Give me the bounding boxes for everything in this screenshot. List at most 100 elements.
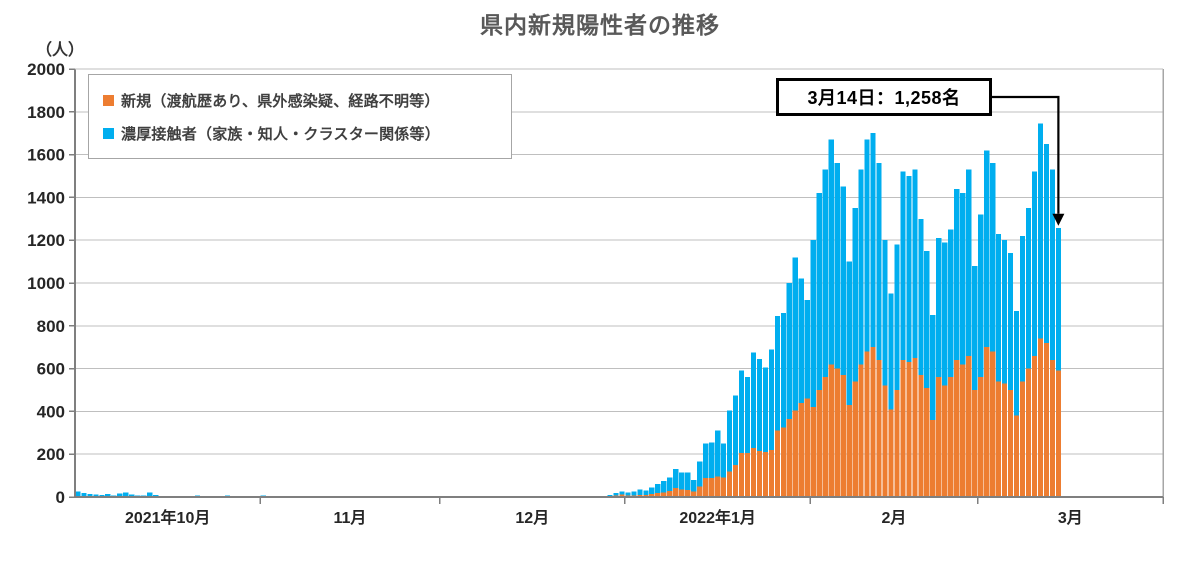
bar-contacts <box>888 293 894 410</box>
y-axis-unit-label: （人） <box>36 42 85 59</box>
y-tick-label: 1000 <box>27 274 65 293</box>
bar-new <box>978 377 984 497</box>
bar-contacts <box>613 493 619 496</box>
bar-contacts <box>732 395 739 465</box>
bar-contacts <box>774 316 781 431</box>
x-tick-label: 11月 <box>334 509 367 527</box>
y-tick-label: 1800 <box>27 103 65 122</box>
bar-new <box>894 390 900 497</box>
bar-contacts <box>816 193 822 390</box>
bar-contacts <box>726 410 733 472</box>
bar-contacts <box>667 477 673 492</box>
bar-new <box>786 418 793 497</box>
bar-new <box>810 407 816 497</box>
bar-new <box>900 360 906 497</box>
bar-contacts <box>738 370 745 454</box>
bar-new <box>637 494 643 497</box>
bar-new <box>924 387 930 497</box>
bar-contacts <box>1055 227 1062 371</box>
bar-new <box>792 410 798 497</box>
bar-new <box>882 385 888 497</box>
bar-new <box>762 452 769 497</box>
y-tick-label: 2000 <box>27 60 65 79</box>
bar-contacts <box>93 494 99 497</box>
bar-new <box>691 491 697 497</box>
bar-new <box>876 360 882 497</box>
bar-contacts <box>655 484 661 494</box>
legend-swatch-orange-icon <box>103 94 114 106</box>
bar-contacts <box>715 430 721 477</box>
bar-new <box>846 404 852 497</box>
legend-item-contacts: 濃厚接触者（家族・知人・クラスター関係等） <box>103 123 511 144</box>
bar-contacts <box>912 169 918 358</box>
bar-contacts <box>840 186 846 376</box>
bar-contacts <box>1031 171 1038 356</box>
bar-contacts <box>673 469 679 489</box>
bar-contacts <box>846 261 852 405</box>
bar-contacts <box>153 494 159 497</box>
bar-new <box>780 427 787 497</box>
bar-contacts <box>625 492 631 496</box>
bar-contacts <box>966 169 972 356</box>
bar-contacts <box>864 139 870 352</box>
bar-new <box>858 364 864 497</box>
bar-contacts <box>798 278 804 403</box>
annotation-connector-line <box>990 95 1060 214</box>
bar-contacts <box>762 367 769 453</box>
bar-contacts <box>786 283 793 419</box>
bar-contacts <box>631 491 637 496</box>
bar-new <box>960 364 966 497</box>
bar-new <box>948 377 954 497</box>
bar-new <box>661 492 667 497</box>
bar-contacts <box>75 491 81 496</box>
bar-contacts <box>918 218 924 376</box>
bar-contacts <box>691 479 697 492</box>
bar-contacts <box>810 240 816 408</box>
bar-contacts <box>643 490 649 496</box>
bar-new <box>726 471 733 497</box>
bar-new <box>984 347 990 497</box>
bar-contacts <box>858 169 864 365</box>
bar-contacts <box>1001 240 1008 384</box>
bar-new <box>822 377 828 497</box>
bar-new <box>995 381 1002 497</box>
bar-contacts <box>1007 253 1014 390</box>
bar-contacts <box>852 208 858 382</box>
bar-contacts <box>984 150 990 348</box>
bar-contacts <box>105 494 111 497</box>
y-tick-label: 1200 <box>27 231 65 250</box>
bar-contacts <box>948 229 954 378</box>
bar-contacts <box>972 265 978 390</box>
bar-new <box>888 409 894 497</box>
bar-contacts <box>679 472 685 490</box>
bar-new <box>798 402 804 497</box>
bar-new <box>1013 415 1020 497</box>
bar-contacts <box>936 238 942 378</box>
bar-contacts <box>960 193 966 365</box>
bar-new <box>619 494 625 497</box>
bar-new <box>715 476 721 497</box>
x-tick-label: 2022年1月 <box>679 508 756 527</box>
bar-new <box>989 351 996 497</box>
bar-contacts <box>637 489 643 495</box>
bar-contacts <box>834 163 840 369</box>
x-tick-label: 2月 <box>882 509 907 527</box>
y-tick-label: 1400 <box>27 188 65 207</box>
annotation-callout: 3月14日：1,258名 <box>776 78 992 116</box>
bar-new <box>744 453 751 497</box>
bar-contacts <box>685 472 691 491</box>
bar-new <box>774 430 781 497</box>
bar-new <box>1025 368 1032 497</box>
bar-new <box>673 488 679 497</box>
bar-new <box>697 486 703 497</box>
bar-new <box>756 450 763 497</box>
bar-contacts <box>828 139 834 365</box>
bar-contacts <box>99 494 105 497</box>
bar-new <box>679 489 685 497</box>
x-tick-label: 3月 <box>1058 509 1083 527</box>
bar-new <box>942 385 948 497</box>
bar-contacts <box>1019 235 1026 382</box>
bar-new <box>936 377 942 497</box>
